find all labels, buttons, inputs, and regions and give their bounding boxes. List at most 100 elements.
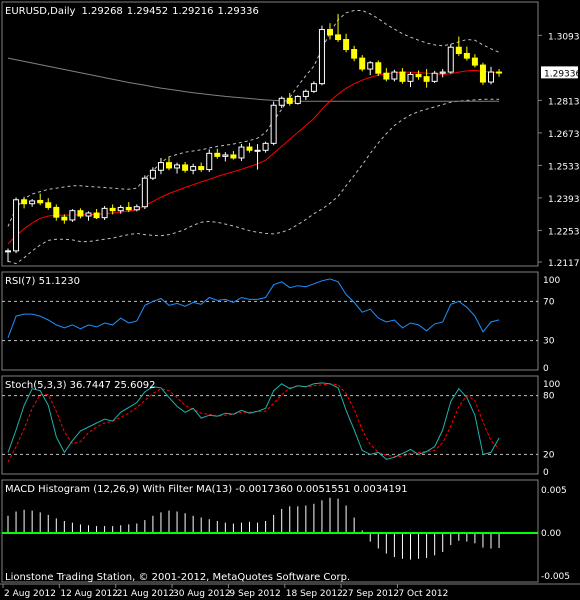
- rsi-value-line: [7, 278, 500, 338]
- candle-body: [262, 142, 269, 151]
- price-tick-label: 1.22530: [548, 227, 580, 237]
- candle-body: [37, 199, 44, 204]
- candle-body: [190, 166, 197, 171]
- candle-body: [230, 154, 237, 159]
- candle-body: [157, 162, 164, 171]
- candle-body: [214, 152, 221, 157]
- macd-tick-label: 0.005: [541, 486, 567, 496]
- rsi-panel-title: RSI(7) 51.1230: [5, 276, 80, 287]
- macd-tick-label: -0.005: [541, 572, 570, 582]
- candle-body: [407, 73, 414, 82]
- stochastic-main-line: [7, 382, 500, 460]
- candle-body: [206, 152, 213, 171]
- time-tick-label: 30 Aug 2012: [173, 589, 231, 599]
- candle-body: [383, 72, 390, 80]
- rsi-frame: [1, 271, 539, 371]
- price-panel: 1.30930 1.28130 1.26730 1.25330 1.23930 1.225…: [5, 6, 580, 269]
- candle-body: [133, 206, 140, 211]
- stochastic-tick-label: 0: [543, 468, 549, 478]
- candle-body: [359, 57, 366, 70]
- price-tick-label: 1.28130: [548, 97, 580, 107]
- candle-body: [439, 71, 446, 74]
- candle-body: [310, 83, 317, 92]
- candle-body: [149, 169, 156, 179]
- candle-body: [85, 212, 92, 217]
- macd-axis: 0.005 0.00 -0.005: [541, 486, 570, 582]
- candle-body: [463, 52, 470, 59]
- candle-body: [21, 199, 28, 205]
- candle-body: [29, 200, 36, 205]
- stochastic-panel-title: Stoch(5,3,3) 36.7447 25.6092: [5, 380, 156, 391]
- time-tick-label: 27 Sep 2012: [342, 589, 399, 599]
- candle-body: [174, 164, 181, 169]
- candle-body: [238, 146, 245, 159]
- candle-body: [375, 62, 382, 74]
- candle-body: [335, 34, 342, 41]
- price-tick-label: 1.26730: [548, 130, 580, 140]
- candle-body: [198, 166, 205, 171]
- price-axis: 1.30930 1.28130 1.26730 1.25330 1.23930 1.225…: [538, 32, 580, 269]
- bollinger-lower-band: [7, 98, 500, 265]
- macd-plot: [2, 497, 538, 560]
- candle-body: [254, 149, 261, 152]
- rsi-tick-label: 0: [543, 364, 549, 374]
- price-tick-label: 1.30930: [548, 32, 580, 42]
- candle-body: [351, 49, 358, 59]
- moving-average-fast: [7, 69, 500, 245]
- candle-body: [278, 97, 285, 106]
- copyright-text: Lionstone Trading Station, © 2001-2012, …: [5, 572, 350, 583]
- time-tick-label: 2 Aug 2012: [4, 589, 56, 599]
- chart-frames: [0, 1, 580, 585]
- price-tick-label: 1.25330: [548, 162, 580, 172]
- candle-body: [447, 46, 454, 73]
- time-tick-label: 18 Sep 2012: [286, 589, 343, 599]
- candle-body: [125, 206, 132, 211]
- price-tick-label: 1.21170: [548, 259, 580, 269]
- candle-body: [318, 29, 325, 85]
- macd-panel-title: MACD Histogram (12,26,9) With Filter MA(…: [5, 484, 408, 495]
- macd-tick-label: 0.00: [541, 529, 561, 539]
- stoch-frame: [1, 375, 539, 475]
- rsi-tick-label: 30: [543, 337, 555, 347]
- time-tick-label: 7 Oct 2012: [398, 589, 448, 599]
- candle-body: [109, 207, 116, 212]
- stochastic-plot: [2, 382, 538, 463]
- macd-frame: [1, 479, 539, 583]
- moving-average-slow: [7, 57, 500, 102]
- candlesticks: [5, 14, 503, 262]
- candle-body: [286, 97, 293, 104]
- macd-panel: 0.005 0.00 -0.005 MACD Histogram (12,26,9)…: [2, 484, 570, 583]
- candle-body: [13, 199, 20, 252]
- current-price-label: 1.29336: [544, 69, 580, 79]
- candle-body: [391, 71, 398, 80]
- stochastic-axis: 100 80 20 0: [543, 380, 560, 478]
- candle-body: [222, 154, 229, 157]
- candle-body: [101, 207, 108, 219]
- current-price-badge: [541, 66, 578, 79]
- candle-body: [327, 29, 333, 36]
- candle-body: [166, 162, 172, 169]
- rsi-plot: [2, 278, 538, 342]
- candle-body: [77, 210, 84, 217]
- stochastic-tick-label: 80: [543, 392, 555, 402]
- candle-body: [93, 212, 100, 219]
- candle-body: [367, 62, 374, 70]
- rsi-axis: 100 70 30 0: [543, 276, 560, 374]
- time-tick-label: 21 Aug 2012: [117, 589, 175, 599]
- candle-body: [294, 95, 301, 104]
- candle-body: [246, 146, 253, 151]
- candle-body: [182, 164, 189, 171]
- candle-body: [69, 210, 76, 221]
- bollinger-upper-band: [7, 10, 500, 227]
- candle-body: [455, 46, 462, 54]
- candle-body: [53, 206, 60, 218]
- rsi-panel: 100 70 30 0 RSI(7) 51.1230: [2, 276, 560, 374]
- time-tick-label: 12 Aug 2012: [60, 589, 118, 599]
- price-panel-title: EURUSD,Daily 1.29268 1.29452 1.29216 1.29336: [5, 6, 259, 17]
- candle-body: [488, 71, 494, 83]
- candle-body: [496, 71, 503, 74]
- candle-body: [302, 90, 309, 97]
- candle-body: [5, 250, 11, 253]
